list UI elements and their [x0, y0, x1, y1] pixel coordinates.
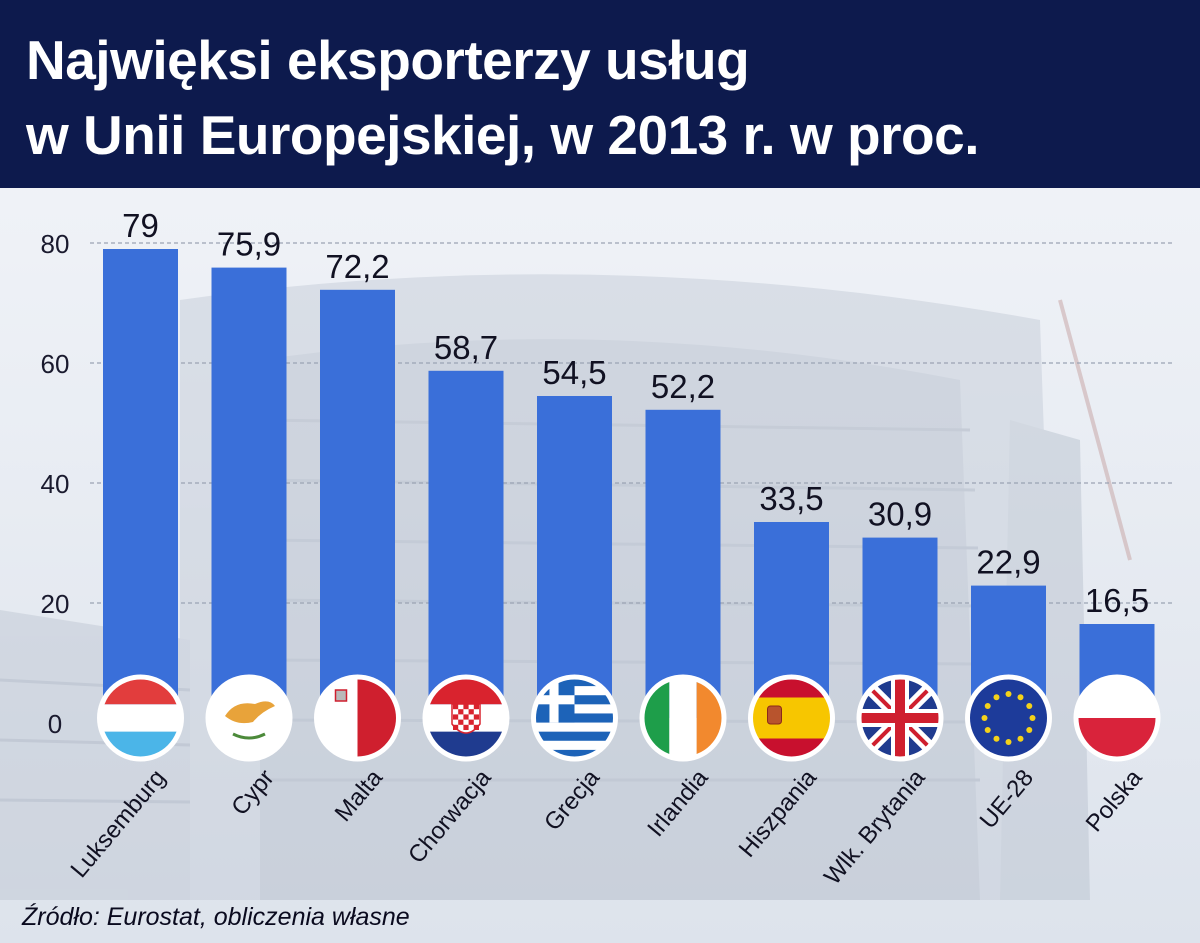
flag-ring: [205, 674, 293, 762]
flag-ring: [856, 674, 944, 762]
data-label: 22,9: [976, 544, 1040, 581]
data-label: 54,5: [542, 354, 606, 391]
category-label: Irlandia: [642, 764, 714, 842]
flag-ring: [314, 674, 401, 762]
flag-ring: [1073, 674, 1161, 762]
source-note: Źródło: Eurostat, obliczenia własne: [22, 903, 410, 931]
category-label: Luksemburg: [66, 765, 172, 884]
category-label: Chorwacja: [403, 764, 497, 869]
category-label: Hiszpania: [734, 764, 823, 863]
data-label: 52,2: [651, 368, 715, 405]
flag-ring: [531, 674, 618, 762]
chart-title-line-1: Najwięksi eksporterzy usług: [26, 29, 750, 91]
category-label: Polska: [1081, 764, 1148, 837]
data-label: 75,9: [217, 226, 281, 263]
bar: [320, 289, 395, 718]
y-tick-label: 40: [41, 469, 70, 499]
flag-ring: [965, 674, 1052, 762]
y-tick-label: 60: [41, 349, 70, 379]
category-label: Grecja: [539, 764, 606, 836]
y-tick-label: 80: [41, 229, 70, 259]
bar: [211, 267, 287, 718]
flag-ring: [97, 674, 184, 762]
y-tick-label: 20: [41, 589, 70, 619]
bar: [537, 396, 612, 718]
data-label: 30,9: [868, 496, 932, 533]
data-label: 72,2: [325, 248, 389, 285]
category-label: Wlk. Brytania: [819, 764, 931, 890]
flag-ring: [748, 674, 835, 762]
category-label: Cypr: [226, 764, 279, 820]
y-tick-label: 0: [48, 709, 62, 739]
data-label: 16,5: [1085, 582, 1149, 619]
bar: [103, 249, 178, 718]
data-label: 33,5: [759, 480, 823, 517]
category-label: Malta: [330, 764, 389, 827]
flag-ring: [639, 674, 727, 762]
category-label: UE-28: [975, 765, 1039, 834]
data-label: 79: [122, 207, 159, 244]
bar: [645, 409, 721, 718]
chart-title-line-2: w Unii Europejskiej, w 2013 r. w proc.: [26, 104, 980, 166]
header-banner: Najwięksi eksporterzy usług w Unii Europ…: [0, 0, 1200, 188]
data-label: 58,7: [434, 329, 498, 366]
flag-ring: [422, 674, 510, 762]
bar: [428, 370, 504, 718]
